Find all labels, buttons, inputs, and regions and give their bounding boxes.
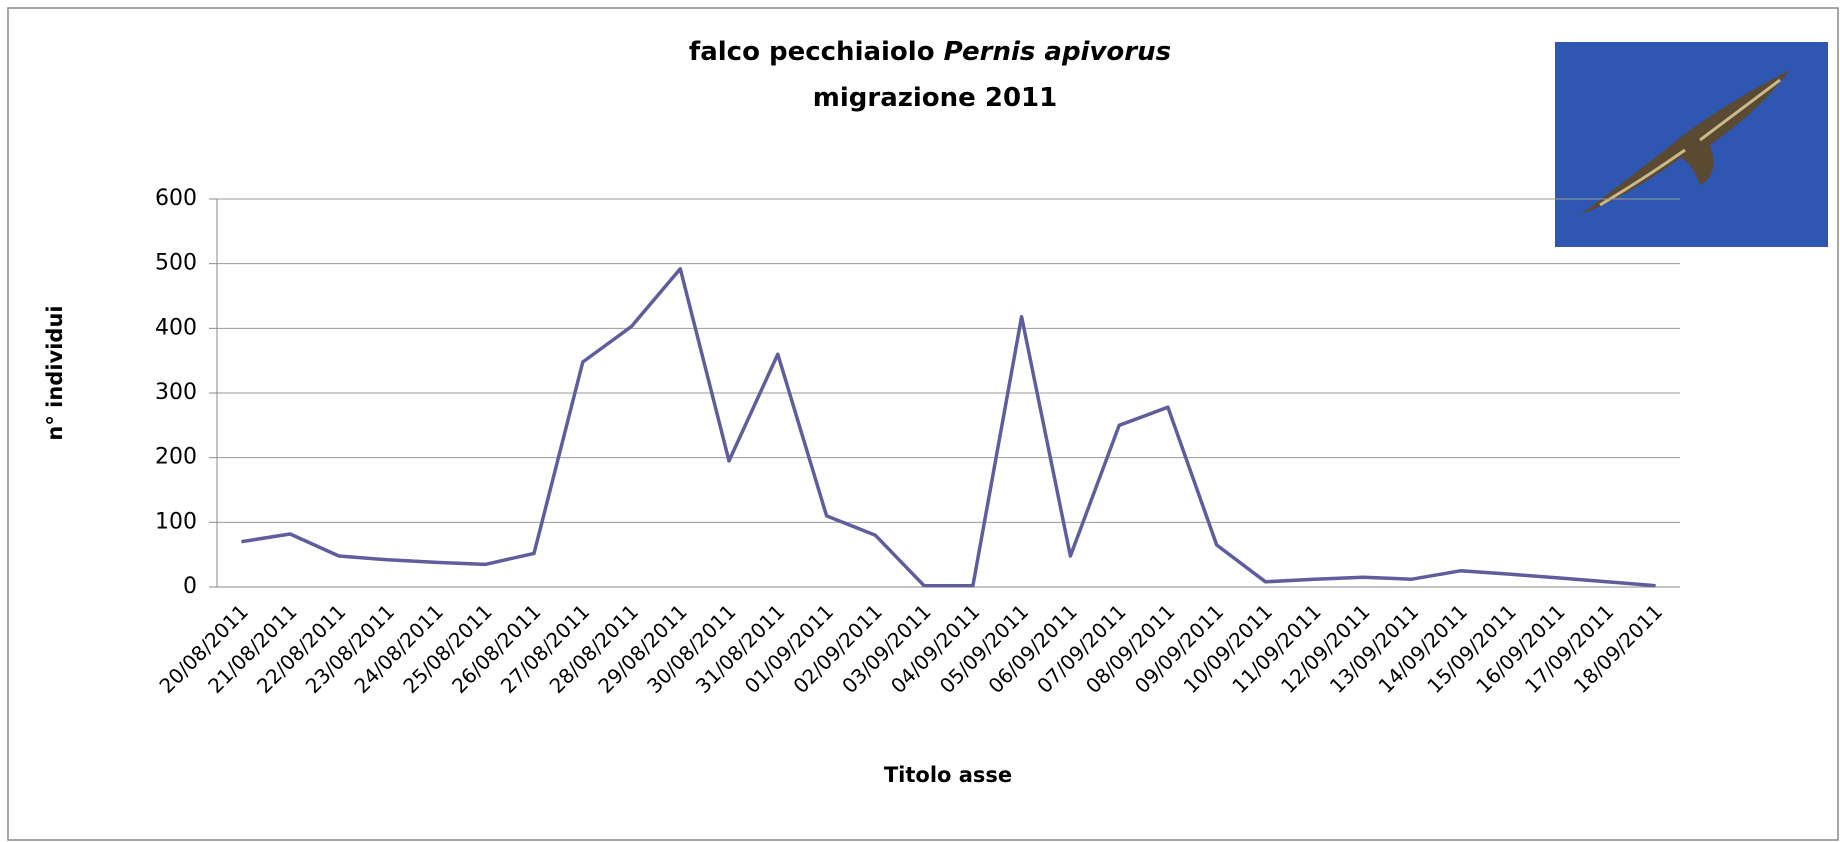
chart: falco pecchiaiolo Pernis apivorus migraz… xyxy=(0,0,1840,842)
y-tick-label: 300 xyxy=(155,380,197,405)
title-text: falco pecchiaiolo xyxy=(689,37,935,67)
title-species: Pernis apivorus xyxy=(944,37,1171,67)
y-tick-label: 500 xyxy=(155,251,197,276)
y-tick-label: 0 xyxy=(183,574,197,599)
y-tick-label: 100 xyxy=(155,509,197,534)
y-tick-label: 400 xyxy=(155,315,197,340)
y-tick-label: 200 xyxy=(155,445,197,470)
chart-title: falco pecchiaiolo Pernis apivorus xyxy=(689,37,1171,67)
y-axis-title: n° individui xyxy=(43,305,67,440)
chart-subtitle: migrazione 2011 xyxy=(813,83,1057,113)
x-axis-title: Titolo asse xyxy=(884,763,1012,787)
y-tick-label: 600 xyxy=(155,186,197,211)
bird-photo xyxy=(1555,42,1828,247)
